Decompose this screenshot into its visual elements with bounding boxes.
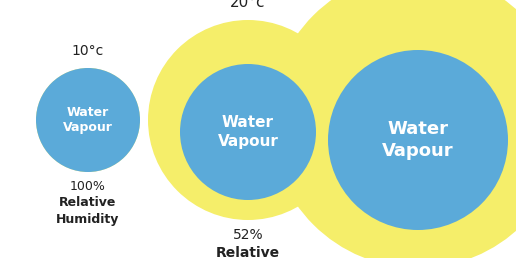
Circle shape (270, 0, 516, 258)
Text: Water
Vapour: Water Vapour (63, 106, 113, 134)
Circle shape (180, 64, 316, 200)
Text: 52%: 52% (233, 228, 263, 242)
Circle shape (328, 50, 508, 230)
Text: 20°c: 20°c (230, 0, 266, 10)
Circle shape (148, 20, 348, 220)
Text: 10°c: 10°c (72, 44, 104, 58)
Text: Water
Vapour: Water Vapour (218, 115, 279, 149)
Text: Water
Vapour: Water Vapour (382, 120, 454, 160)
Text: Relative
Humidity: Relative Humidity (56, 196, 120, 226)
Text: Relative
Humidity: Relative Humidity (213, 246, 283, 258)
Circle shape (36, 68, 140, 172)
Text: 100%: 100% (70, 180, 106, 193)
Circle shape (36, 68, 140, 172)
